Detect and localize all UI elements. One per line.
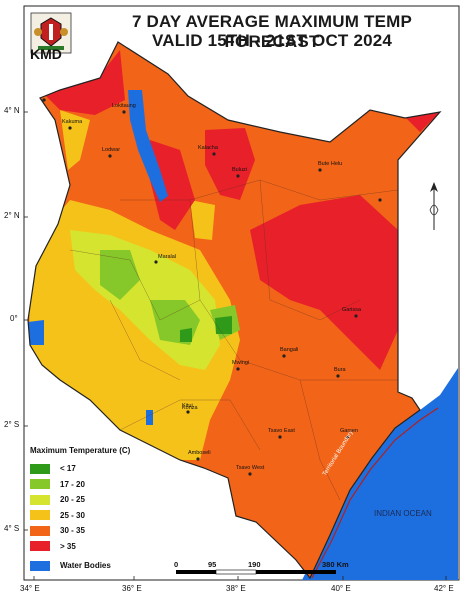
lon-label-38e: 38° E [226, 584, 246, 593]
legend-row: 20 - 25 [30, 492, 180, 508]
legend-title: Maximum Temperature (C) [30, 446, 131, 455]
legend-label: 25 - 30 [60, 510, 85, 520]
legend-swatch [30, 479, 50, 490]
zone-above-35-turkana [150, 140, 195, 230]
scale-tick-190: 190 [248, 560, 261, 569]
place-label: Bangali [280, 347, 299, 353]
legend-swatch [30, 494, 50, 505]
place-label: Tsavo West [236, 465, 265, 471]
scale-tick-380: 380 Km [322, 560, 349, 569]
legend-swatch [30, 510, 50, 521]
map-subtitle: VALID 15TH - 21ST OCT 2024 [151, 31, 393, 50]
place-label: Garsen [340, 428, 359, 434]
agency-label: KMD [30, 46, 62, 62]
lon-label-34e: 34° E [20, 584, 40, 593]
place-label: Kalacha [198, 145, 218, 151]
place-label: Lodwar [102, 147, 121, 153]
legend-label-water: Water Bodies [60, 561, 111, 571]
lon-label-42e: 42° E [434, 584, 454, 593]
legend-swatch [30, 525, 50, 536]
zone-above-35-chalbi [205, 128, 255, 200]
zone-25-30-north [60, 110, 90, 170]
lat-label-2s: 2° S [4, 420, 20, 429]
map-title: 7 DAY AVERAGE MAXIMUM TEMP FORECAST [131, 12, 413, 51]
lake-magadi [146, 410, 153, 425]
lat-label-4n: 4° N [4, 106, 20, 115]
place-label: Bura [334, 367, 346, 373]
place-label: Kakuma [62, 119, 83, 125]
town-markers [42, 98, 382, 476]
legend-swatch [30, 541, 50, 552]
territorial-boundary-line [311, 407, 439, 579]
place-label: Garissa [342, 307, 361, 313]
legend-label: 30 - 35 [60, 526, 85, 536]
legend-swatch [30, 463, 50, 474]
legend-row-water: Water Bodies [30, 558, 180, 574]
legend-row: > 35 [30, 539, 180, 555]
place-label: Buluzi [232, 167, 247, 173]
lon-label-40e: 40° E [331, 584, 351, 593]
zone-25-30-central [190, 200, 215, 240]
scale-tick-0: 0 [174, 560, 179, 569]
place-label: Maralal [158, 254, 177, 260]
legend: Maximum Temperature (C) < 17 17 - 20 20 … [30, 446, 180, 574]
zone-below-17-b [180, 328, 192, 342]
legend-label: > 35 [60, 541, 76, 551]
place-label: Kitui [182, 403, 193, 409]
lat-label-0: 0° [10, 314, 18, 323]
zone-17-20-a [100, 250, 140, 300]
place-label: Tsavo East [268, 428, 295, 434]
axis-ticks [24, 111, 447, 580]
lake-victoria [28, 320, 44, 345]
place-label: Amboseli [188, 450, 211, 456]
legend-swatch-water [30, 560, 50, 571]
place-label: Konza [182, 405, 198, 411]
north-arrow-icon [429, 182, 439, 230]
ocean-label: INDIAN OCEAN [374, 509, 432, 518]
scale-bar [176, 569, 336, 575]
place-label: Mwingi [232, 360, 250, 366]
legend-label: < 17 [60, 464, 76, 474]
map-frame [23, 5, 460, 581]
legend-row: 25 - 30 [30, 508, 180, 524]
lat-label-2n: 2° N [4, 211, 20, 220]
scale-tick-95: 95 [208, 560, 217, 569]
county-boundaries [69, 179, 399, 501]
lat-label-4s: 4° S [4, 524, 20, 533]
place-label: Bute Helu [318, 161, 343, 167]
legend-label: 20 - 25 [60, 495, 85, 505]
place-label: Lokitaung [112, 103, 136, 109]
legend-row: 17 - 20 [30, 477, 180, 493]
zone-below-17-a [215, 316, 232, 334]
legend-row: < 17 [30, 461, 180, 477]
lake-turkana [128, 90, 168, 202]
legend-label: 17 - 20 [60, 479, 85, 489]
zone-above-35-northeast [250, 195, 398, 370]
kmd-emblem-icon [30, 12, 72, 54]
lon-label-36e: 36° E [122, 584, 142, 593]
legend-row: 30 - 35 [30, 523, 180, 539]
